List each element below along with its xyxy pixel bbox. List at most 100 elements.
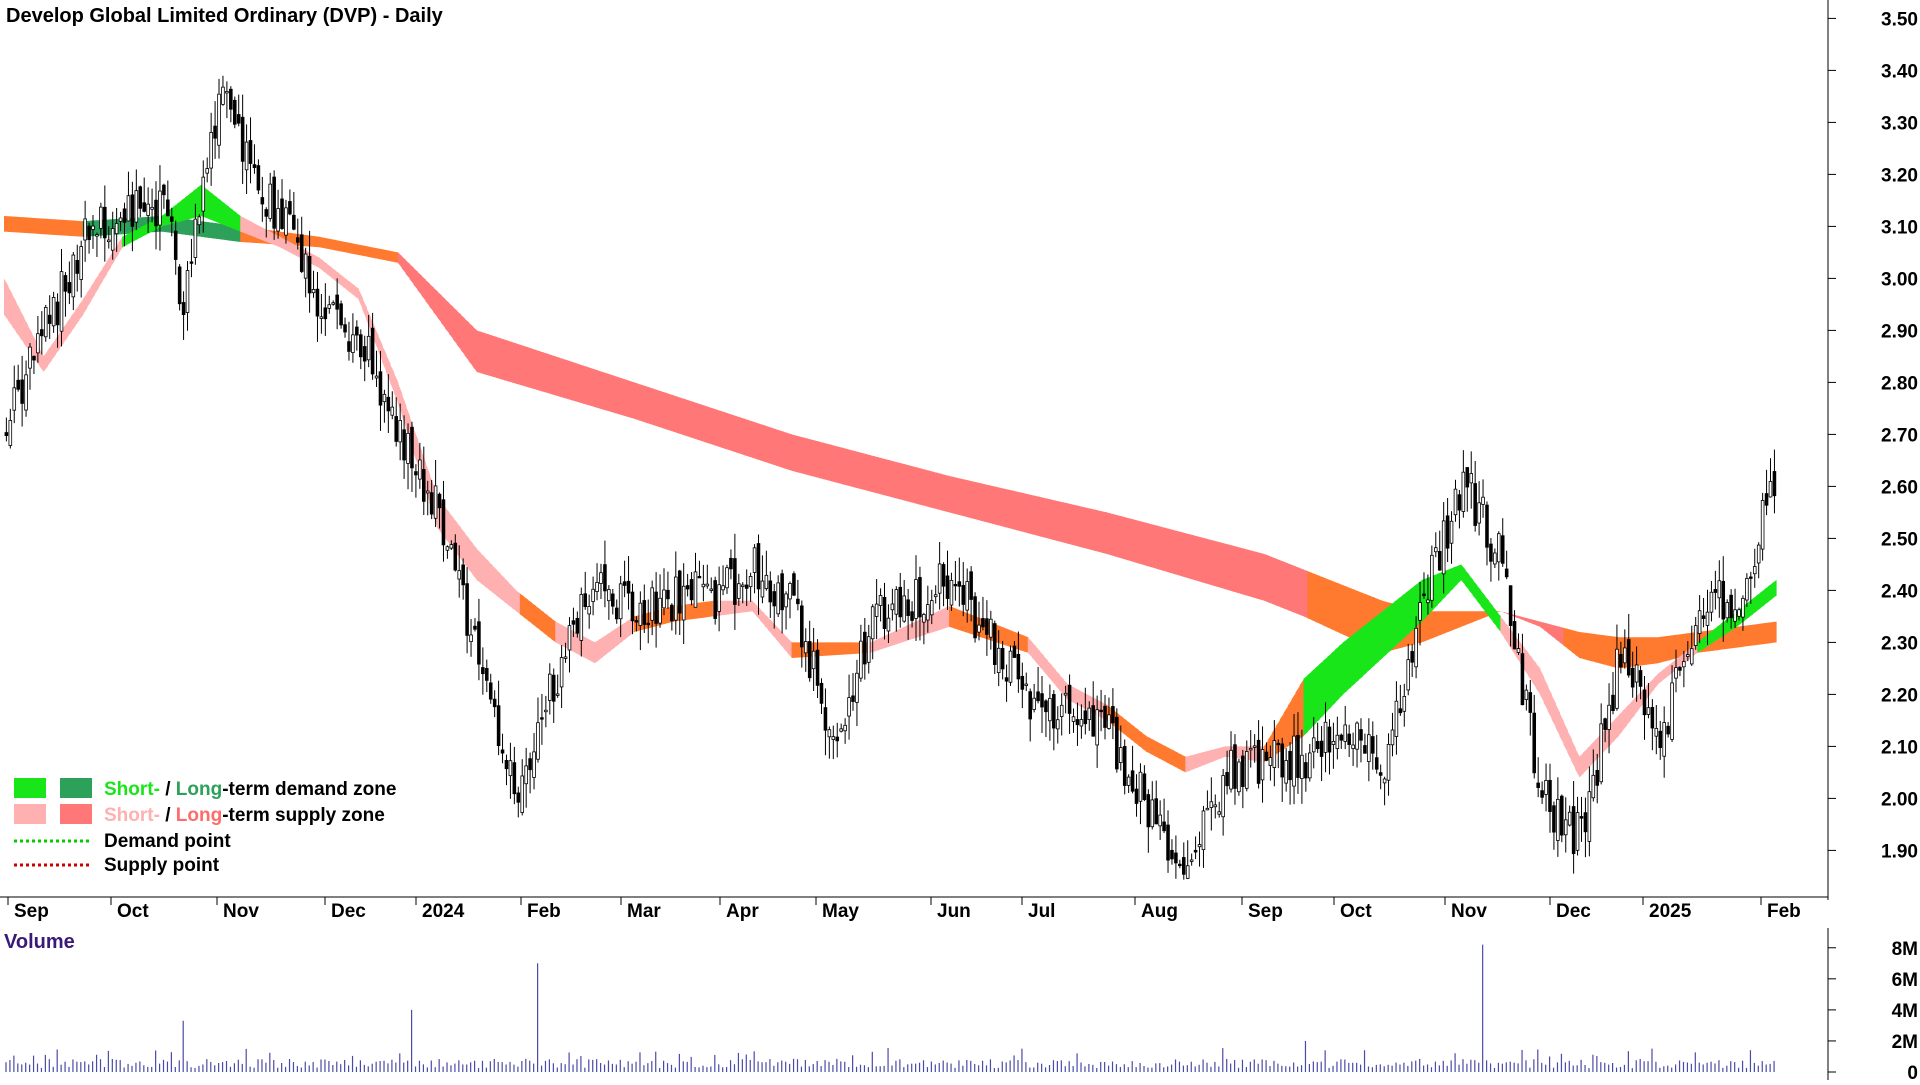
candle bbox=[1040, 676, 1044, 733]
short-zone-segment bbox=[586, 638, 592, 662]
long-zone-segment bbox=[657, 390, 663, 428]
candle-body bbox=[559, 657, 564, 688]
long-zone-segment bbox=[1086, 507, 1092, 550]
short-zone-segment bbox=[1370, 617, 1375, 669]
candle bbox=[815, 639, 820, 699]
candle bbox=[28, 343, 32, 390]
candle-body bbox=[776, 582, 780, 615]
short-zone-segment bbox=[1504, 621, 1509, 645]
candle-body bbox=[1666, 725, 1670, 735]
candle bbox=[370, 312, 375, 380]
candle bbox=[1339, 733, 1344, 749]
short-zone-segment bbox=[744, 600, 749, 613]
candle-body bbox=[1024, 683, 1029, 686]
candle-body bbox=[1142, 773, 1147, 800]
short-zone-segment bbox=[547, 615, 552, 640]
long-zone-segment bbox=[586, 366, 592, 406]
long-zone-segment bbox=[1212, 540, 1218, 587]
short-zone-segment bbox=[1386, 604, 1391, 655]
candle bbox=[1441, 502, 1446, 594]
candle bbox=[1682, 650, 1686, 688]
short-zone-segment bbox=[661, 608, 667, 625]
legend-label-part: Long bbox=[176, 779, 222, 800]
candle bbox=[500, 733, 505, 764]
candle bbox=[918, 566, 922, 641]
long-zone-segment bbox=[937, 472, 942, 511]
long-zone-segment bbox=[303, 234, 308, 247]
short-zone-segment bbox=[397, 382, 403, 416]
candle-body bbox=[1697, 610, 1702, 634]
candle-body bbox=[1532, 712, 1537, 774]
short-zone-segment bbox=[204, 187, 210, 220]
candle bbox=[20, 355, 24, 427]
long-zone-segment bbox=[1165, 528, 1171, 573]
long-zone-segment bbox=[677, 396, 682, 435]
candle-body bbox=[1642, 689, 1647, 716]
candle bbox=[209, 112, 213, 186]
long-zone-segment bbox=[882, 458, 887, 496]
candle bbox=[1749, 571, 1753, 604]
candle-body bbox=[1276, 742, 1281, 746]
long-zone-segment bbox=[220, 223, 226, 240]
candle bbox=[996, 630, 1001, 687]
short-zone-segment bbox=[1657, 670, 1663, 684]
legend-item-zone-demand: Short- / Long-term demand zone bbox=[14, 778, 396, 800]
long-zone-segment bbox=[921, 468, 927, 507]
long-zone-segment bbox=[1279, 560, 1285, 609]
candle-body bbox=[662, 589, 666, 609]
candle-body bbox=[1414, 627, 1418, 668]
long-zone-segment bbox=[448, 303, 454, 340]
long-zone-segment bbox=[1449, 611, 1454, 632]
candle bbox=[1032, 683, 1036, 713]
candle-body bbox=[1241, 755, 1245, 788]
long-zone-segment bbox=[1559, 626, 1564, 646]
candle bbox=[1414, 616, 1418, 679]
candle-body bbox=[1260, 749, 1265, 781]
candle-body bbox=[114, 223, 119, 235]
candle bbox=[1524, 684, 1529, 711]
short-zone-segment bbox=[1043, 655, 1049, 677]
long-zone-segment bbox=[1760, 623, 1765, 645]
candle-body bbox=[1713, 589, 1718, 593]
long-zone-segment bbox=[1649, 637, 1655, 665]
candle bbox=[1449, 511, 1454, 564]
candle-body bbox=[126, 195, 131, 222]
candle-body bbox=[851, 695, 855, 702]
long-zone-segment bbox=[590, 368, 596, 408]
candle-body bbox=[1473, 483, 1477, 526]
candle-body bbox=[28, 346, 32, 369]
candle-body bbox=[520, 775, 525, 813]
candle bbox=[1367, 718, 1371, 782]
candle-body bbox=[1272, 740, 1277, 768]
long-zone-segment bbox=[791, 434, 797, 472]
long-zone-segment bbox=[1236, 546, 1242, 594]
short-zone-segment bbox=[1008, 629, 1013, 648]
long-zone-segment bbox=[1504, 612, 1509, 615]
candle bbox=[1674, 649, 1678, 693]
candle-body bbox=[512, 762, 517, 795]
candle bbox=[1087, 701, 1092, 731]
candle-body bbox=[1540, 790, 1544, 798]
long-zone-segment bbox=[1161, 526, 1167, 572]
candle-body bbox=[189, 261, 194, 264]
candle-body bbox=[709, 588, 714, 591]
long-zone-segment bbox=[417, 271, 423, 296]
candle-body bbox=[1630, 667, 1635, 688]
short-zone-segment bbox=[1421, 578, 1427, 622]
long-zone-segment bbox=[78, 220, 84, 237]
candle bbox=[1181, 842, 1186, 880]
candle-body bbox=[992, 623, 997, 665]
candle-body bbox=[99, 206, 103, 229]
short-zone-segment bbox=[43, 350, 48, 372]
candle bbox=[859, 624, 863, 682]
candle-body bbox=[1441, 520, 1446, 575]
short-zone-segment bbox=[378, 335, 383, 362]
candle-body bbox=[937, 563, 942, 594]
candle bbox=[1725, 599, 1729, 623]
short-zone-segment bbox=[752, 600, 757, 616]
price-tick-label: 2.00 bbox=[1881, 789, 1918, 810]
candle bbox=[445, 545, 450, 559]
candle bbox=[1229, 731, 1233, 793]
candle bbox=[725, 564, 729, 594]
long-zone-segment bbox=[1035, 496, 1041, 537]
